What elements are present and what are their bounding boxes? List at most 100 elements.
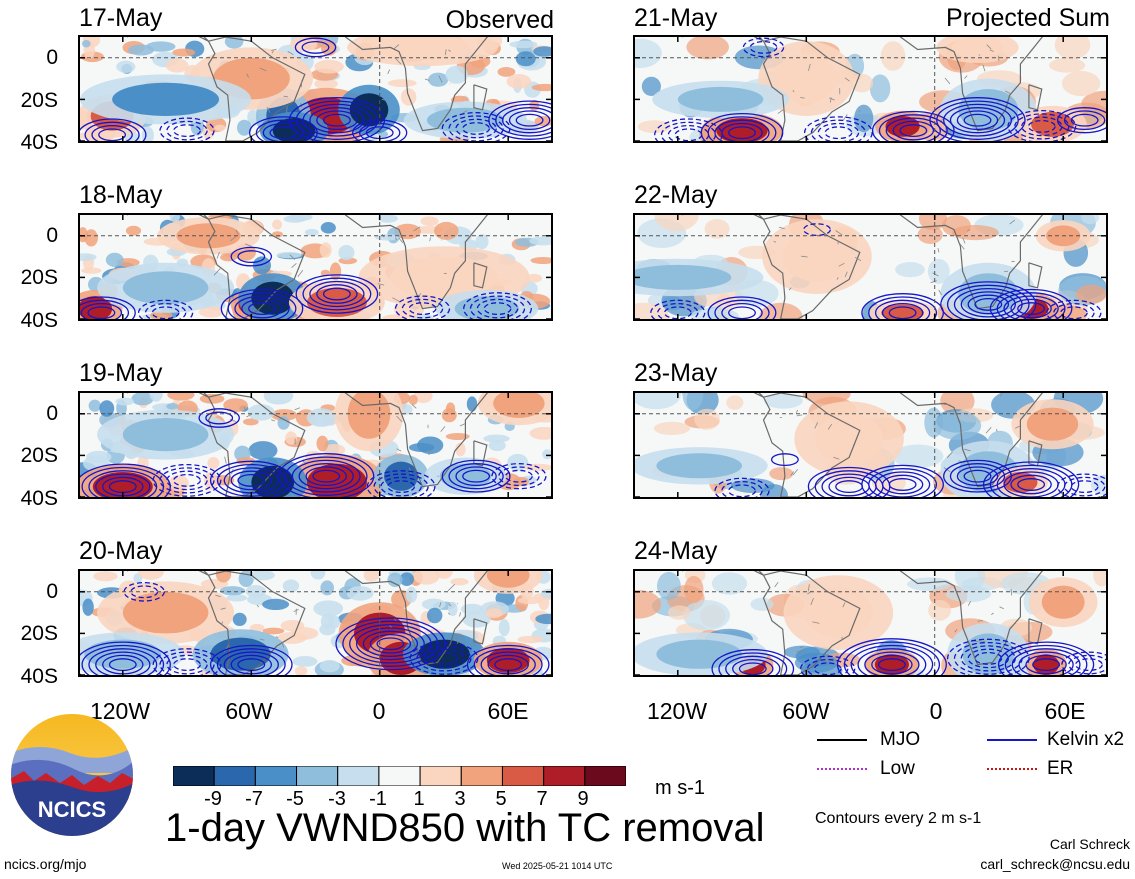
kelvin-contour <box>80 296 136 319</box>
country-border <box>392 297 400 302</box>
kelvin-contour <box>868 296 938 319</box>
kelvin-contour <box>87 306 116 319</box>
kelvin-contour <box>943 103 1012 137</box>
coastline <box>473 262 488 289</box>
kelvin-contour <box>707 296 777 319</box>
country-border <box>788 287 792 291</box>
map-svg <box>635 393 1106 497</box>
kelvin-contour <box>152 648 222 675</box>
country-border <box>448 603 452 607</box>
kelvin-contour <box>742 37 785 58</box>
country-border <box>854 256 862 262</box>
kelvin-contour <box>888 478 917 491</box>
country-border <box>810 597 814 606</box>
field-anomaly-core <box>122 271 209 305</box>
kelvin-contour <box>899 124 928 138</box>
kelvin-contour <box>209 644 293 675</box>
country-border <box>291 263 297 268</box>
field-anomaly-core <box>349 93 389 127</box>
panel-date-proj-1: 21-May <box>634 4 718 32</box>
country-border <box>286 106 288 114</box>
kelvin-contour <box>230 246 273 267</box>
colorbar-box <box>501 765 545 787</box>
kelvin-contour <box>871 654 913 675</box>
kelvin-contour <box>84 121 140 141</box>
field-anomaly-core <box>384 461 419 491</box>
country-border <box>271 50 274 54</box>
country-border <box>996 428 998 432</box>
kelvin-contour <box>657 302 699 319</box>
country-border <box>792 89 795 93</box>
kelvin-contour <box>817 122 860 141</box>
x-tick-label: 120W <box>646 698 708 724</box>
panel-date-obs-4: 20-May <box>79 537 163 565</box>
map-panel-obs-1 <box>78 35 553 143</box>
kelvin-contour <box>949 107 1006 134</box>
field-anomaly-core <box>814 413 884 464</box>
kelvin-contour <box>198 408 240 428</box>
country-border <box>966 228 971 232</box>
kelvin-contour <box>278 453 375 497</box>
country-border <box>220 607 226 610</box>
kelvin-contour <box>316 110 358 131</box>
country-border <box>790 471 795 476</box>
country-border <box>444 49 447 56</box>
ncics-logo: NCICS <box>10 713 134 837</box>
country-border <box>844 77 850 82</box>
coastline <box>344 571 488 666</box>
colorbar-tick-label: -9 <box>204 788 222 810</box>
chart-title: 1-day VWND850 with TC removal <box>165 806 765 850</box>
kelvin-contour <box>874 471 931 497</box>
country-border <box>808 584 810 592</box>
kelvin-contour <box>721 480 763 497</box>
kelvin-contour <box>373 473 429 497</box>
map-panel-obs-3 <box>78 391 553 499</box>
coastline <box>127 571 209 576</box>
kelvin-contour <box>294 37 337 58</box>
colorbar-box <box>378 765 421 787</box>
colorbar-tick-label: 7 <box>536 788 548 810</box>
kelvin-contour <box>462 122 491 135</box>
country-border <box>259 638 265 641</box>
country-border <box>829 97 835 101</box>
coastline <box>899 571 1043 666</box>
colorbar-tick-label: -3 <box>328 788 346 810</box>
kelvin-contour <box>466 644 550 675</box>
contour-note: Contours every 2 m s-1 <box>815 810 982 827</box>
country-border <box>424 78 430 81</box>
y-tick-label: 40S <box>20 309 58 332</box>
country-border <box>293 609 299 612</box>
legend-label-kelvin: Kelvin x2 <box>1047 729 1125 750</box>
country-border <box>221 621 223 625</box>
country-border <box>259 67 267 72</box>
y-tick-label: 20S <box>20 266 58 289</box>
kelvin-contour <box>91 124 133 141</box>
colorbar-tick-label: 3 <box>454 788 466 810</box>
kelvin-contour <box>960 291 1016 318</box>
country-border <box>448 612 451 615</box>
country-border <box>774 582 779 588</box>
kelvin-contour <box>878 114 948 141</box>
y-tick-label: 20S <box>20 444 58 467</box>
map-panel-obs-4 <box>78 569 553 677</box>
country-border <box>938 289 942 296</box>
kelvin-contour <box>495 103 551 137</box>
country-border <box>930 280 937 284</box>
legend-line-low <box>817 768 867 770</box>
country-border <box>1014 425 1020 429</box>
kelvin-contour <box>430 651 458 665</box>
field-anomaly-core <box>92 472 153 497</box>
kelvin-contour <box>1018 651 1074 675</box>
y-tick-label: 0 <box>46 224 58 247</box>
footer-author: Carl Schreck <box>1049 836 1130 852</box>
country-border <box>1010 588 1013 596</box>
country-border <box>265 265 270 270</box>
kelvin-contour <box>223 651 279 675</box>
kelvin-contour <box>98 128 127 141</box>
kelvin-contour <box>159 117 215 141</box>
kelvin-contour <box>721 302 763 319</box>
country-border <box>964 75 968 79</box>
country-border <box>1005 90 1011 95</box>
kelvin-contour <box>394 295 451 319</box>
country-border <box>235 229 239 235</box>
